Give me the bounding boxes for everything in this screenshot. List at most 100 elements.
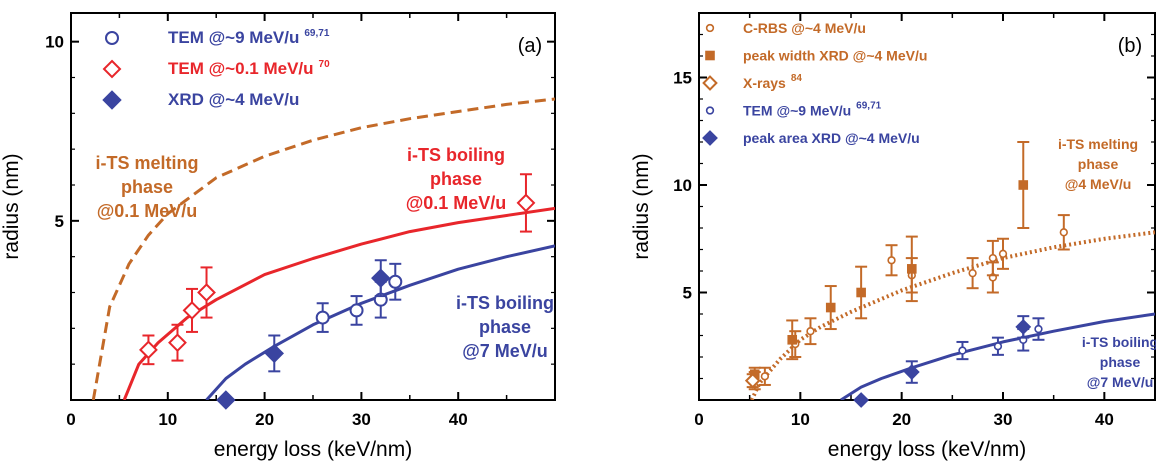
data-point: [349, 303, 364, 318]
legend-marker: [102, 90, 122, 110]
data-point: [825, 302, 836, 313]
legend-marker: [705, 50, 715, 61]
legend-reference: 69,71: [856, 101, 881, 112]
x-tick-label: 20: [892, 410, 911, 429]
data-point: [139, 340, 158, 360]
annotation-text: phase: [479, 317, 531, 337]
annotation-text: phase: [121, 177, 173, 197]
series-x-rays: [744, 372, 761, 389]
annotation-text: @7 MeV/u: [1087, 374, 1154, 390]
x-tick-label: 0: [66, 410, 75, 429]
series-xrd-4-mev-u: [216, 259, 391, 410]
legend-label: peak width XRD @~4 MeV/u: [743, 48, 927, 64]
legend-label: C-RBS @~4 MeV/u: [743, 20, 866, 36]
y-axis-label: radius (nm): [0, 153, 23, 259]
panel-label: (a): [518, 35, 542, 57]
data-point: [744, 372, 761, 389]
annotation-text: @7 MeV/u: [462, 341, 548, 361]
annotation-text: i-TS boiling: [456, 293, 554, 313]
data-point: [1018, 180, 1029, 190]
data-point: [988, 253, 998, 263]
legend-reference: 69,71: [304, 28, 329, 39]
annotation-text: i-TS boiling: [407, 145, 505, 165]
legend-label: TEM @~9 MeV/u 69,71: [168, 28, 330, 47]
data-point: [887, 256, 896, 265]
series-c-rbs-4-mev-u: [748, 214, 1070, 391]
y-tick-label: 10: [673, 176, 692, 195]
x-tick-label: 40: [1095, 410, 1114, 429]
y-tick-label: 10: [45, 33, 64, 52]
legend-label: TEM @~0.1 MeV/u 70: [168, 59, 330, 78]
data-point: [388, 274, 403, 289]
legend-label: XRD @~4 MeV/u: [168, 90, 299, 109]
data-point: [760, 372, 770, 381]
data-point: [1015, 318, 1032, 335]
annotation-text: @0.1 MeV/u: [406, 193, 507, 213]
series-peak-area-xrd-4-mev-u: [853, 315, 1032, 408]
data-point: [371, 268, 391, 288]
data-point: [998, 249, 1008, 258]
data-point: [993, 342, 1003, 351]
data-point: [968, 268, 977, 278]
curve-i-ts-boiling-phase-7-mev-u: [205, 244, 555, 400]
data-point: [315, 310, 330, 325]
curve-i-ts-boiling-phase-7-mev-u: [840, 312, 1155, 400]
chart-a: 0 10 20 30 40 5 10 energy loss (keV/nm) radius (…: [0, 12, 556, 461]
y-tick-label: 5: [683, 284, 692, 303]
annotation-text: i-TS boiling: [1082, 334, 1156, 350]
annotation-text: @0.1 MeV/u: [97, 201, 198, 221]
data-point: [216, 390, 236, 410]
data-point: [856, 287, 866, 298]
series-tem-0-1-mev-u: [139, 173, 536, 366]
chart-b: 0 10 20 30 40 5 10 15 energy loss (keV/nm) radius…: [630, 12, 1156, 461]
legend-reference: 70: [319, 59, 331, 70]
x-tick-label: 10: [791, 410, 810, 429]
data-point: [806, 327, 815, 336]
x-tick-label: 40: [449, 410, 468, 429]
x-tick-label: 0: [694, 410, 703, 429]
legend-reference: 84: [791, 73, 803, 84]
curves-group: [749, 230, 1155, 400]
legend-marker: [705, 106, 715, 115]
series-tem-9-mev-u: [956, 317, 1045, 361]
annotation-text: phase: [1078, 156, 1119, 172]
legend-marker: [705, 23, 715, 33]
curve-i-ts-boiling-phase-0-1-mev-u: [122, 206, 555, 400]
y-tick-label: 15: [673, 69, 692, 88]
data-point: [907, 264, 917, 274]
data-point: [264, 343, 284, 364]
curve-i-ts-melting-phase-4-mev-u: [749, 230, 1155, 400]
data-point: [958, 346, 967, 355]
data-point: [787, 335, 798, 345]
annotation-text: i-TS melting: [1058, 136, 1138, 152]
legend-marker: [702, 75, 718, 91]
data-point: [516, 193, 536, 213]
legend-marker: [702, 130, 718, 146]
y-tick-label: 5: [55, 212, 64, 231]
curve-i-ts-melting-phase-0-1-mev-u: [91, 97, 555, 400]
legend-marker: [102, 59, 122, 79]
data-point: [853, 392, 870, 408]
legend-marker: [105, 31, 119, 45]
annotation-text: @4 MeV/u: [1065, 176, 1132, 192]
x-axis-label: energy loss (keV/nm): [828, 438, 1026, 461]
data-point: [197, 283, 216, 302]
data-point: [182, 301, 202, 320]
curves-group: [91, 97, 555, 400]
data-point: [1059, 228, 1068, 237]
x-axis-label: energy loss (keV/nm): [214, 438, 412, 461]
data-point: [168, 333, 187, 353]
annotation-text: phase: [430, 169, 482, 189]
legend-label: peak area XRD @~4 MeV/u: [743, 130, 920, 146]
legend-label: X-rays 84: [743, 73, 802, 91]
data-point: [1034, 324, 1043, 334]
legend: TEM @~9 MeV/u 69,71 TEM @~0.1 MeV/u 70 XRD @…: [102, 28, 330, 110]
legend-label: TEM @~9 MeV/u 69,71: [743, 101, 882, 119]
x-tick-label: 30: [352, 410, 371, 429]
x-tick-label: 30: [994, 410, 1013, 429]
legend: C-RBS @~4 MeV/u peak width XRD @~4 MeV/u X…: [702, 20, 927, 146]
x-tick-label: 10: [158, 410, 177, 429]
annotation-text: i-TS melting: [96, 153, 199, 173]
series-tem-9-mev-u: [315, 262, 403, 333]
